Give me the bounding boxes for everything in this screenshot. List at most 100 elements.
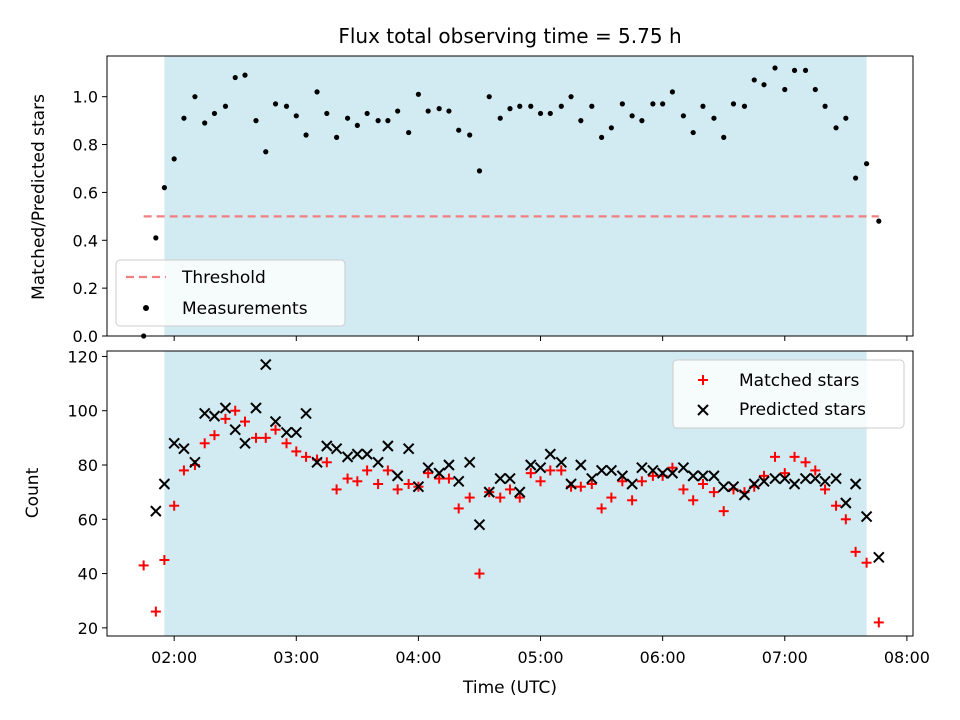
matched-star-point [688,495,699,506]
matched-star-point [423,468,434,479]
y-tick-label: 0.6 [73,183,98,202]
ratio-panel: 0.0 0.2 0.4 0.6 0.8 1.0 Matched/Predicted sta… [29,55,914,346]
measurement-point [364,110,370,117]
measurement-point [253,118,259,124]
predicted-star-point [351,448,364,460]
matched-star-point [403,479,414,489]
matched-star-point [453,503,464,514]
legend-plus-marker [698,375,708,385]
measurement-point [598,134,605,140]
measurement-point [863,161,870,167]
x-tick-label: 02:00 [151,648,197,667]
predicted-star-point [860,510,873,523]
predicted-star-point [738,489,751,501]
measurement-point [751,77,757,83]
predicted-star-point [433,467,445,479]
predicted-star-point [494,472,506,485]
measurement-point [547,110,553,117]
measurement-point [436,106,442,112]
measurement-point [202,120,208,126]
measurement-point [619,101,625,107]
measurement-point [537,110,544,117]
predicted-star-point [372,456,384,468]
count-y-ticks: 20 40 60 80 100 120 [67,347,107,638]
measurement-point [314,89,320,95]
matched-star-point [150,606,161,617]
measurement-point [324,110,330,117]
predicted-star-point [595,464,608,477]
predicted-star-point [158,478,171,490]
measurement-point [242,72,248,78]
matched-star-point [260,432,271,443]
measurement-point [303,132,309,138]
matched-star-point [617,476,628,487]
predicted-star-point [636,462,648,474]
predicted-star-point [779,472,791,485]
count-legend-box [672,359,905,429]
matched-star-point [810,465,821,476]
predicted-star-point [727,481,740,493]
measurement-point [650,101,656,107]
count-panel: 20 40 60 80 100 120 02:00 03:00 04:00 05:00 06:00… [23,347,930,698]
predicted-star-point [422,462,434,474]
measurement-point [843,115,849,121]
matched-star-point [362,465,373,476]
y-tick-label: 40 [78,565,98,584]
measurement-point [395,108,401,114]
legend-matched-label: Matched stars [739,371,859,391]
matched-star-point [382,465,393,476]
matched-star-point [636,476,647,487]
measurement-point [446,108,452,114]
measurement-point [833,125,839,131]
measurement-point [211,110,218,117]
measurement-point [711,115,717,121]
predicted-star-point [788,478,801,490]
matched-star-point [820,484,831,495]
measurement-point [333,134,340,140]
predicted-star-point [687,470,699,482]
measurement-point [578,118,584,124]
matched-star-point [718,506,729,517]
count-x-ticks: 02:00 03:00 04:00 05:00 06:00 07:00 08:00 [151,636,930,667]
matched-star-point [779,468,790,479]
matched-star-point [606,492,617,503]
predicted-star-point [873,551,885,563]
legend-x-marker [697,404,709,416]
x-tick-label: 05:00 [517,648,563,667]
predicted-star-point [361,448,373,460]
predicted-star-point [769,472,781,485]
predicted-star-point [830,472,842,485]
measurement-point [741,103,748,109]
measurement-point [476,168,483,174]
predicted-star-point [483,486,495,498]
y-tick-label: 0.4 [73,231,98,250]
predicted-star-point [402,443,415,455]
matched-star-point [556,465,567,476]
legend-predicted-swatch [697,404,709,416]
chart-title: Flux total observing time = 5.75 h [338,24,681,48]
predicted-star-point [534,462,547,474]
matched-star-point [759,470,770,481]
legend-threshold-label: Threshold [181,268,266,288]
predicted-star-point [555,456,567,468]
measurement-point [406,129,412,136]
predicted-star-point [849,478,862,490]
matched-star-point [281,438,292,449]
predicted-star-point [463,456,476,468]
measurement-point [761,82,767,88]
matched-star-point [352,476,363,487]
measurement-point [467,132,473,138]
predicted-star-point [321,440,333,452]
legend-matched-swatch [698,375,708,385]
predicted-star-point [647,464,659,477]
measurement-point [425,108,431,114]
matched-star-point [678,484,689,495]
ratio-y-axis-label: Matched/Predicted stars [29,94,49,300]
predicted-star-point [382,440,394,452]
predicted-star-point [219,402,232,414]
measurement-point [232,74,238,81]
predicted-star-point [718,481,730,493]
matched-star-point [443,473,454,484]
matched-star-point [596,503,607,514]
measurement-point [375,118,381,124]
